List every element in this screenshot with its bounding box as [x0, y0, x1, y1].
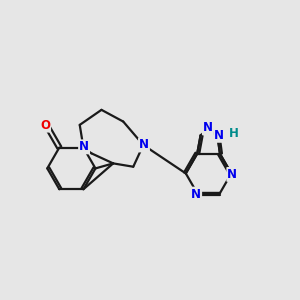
Text: N: N — [214, 129, 224, 142]
Text: H: H — [230, 127, 239, 140]
Text: N: N — [139, 139, 149, 152]
Text: N: N — [203, 122, 213, 134]
Text: N: N — [79, 140, 89, 153]
Text: O: O — [40, 118, 50, 132]
Text: N: N — [227, 168, 237, 181]
Text: N: N — [191, 188, 201, 201]
